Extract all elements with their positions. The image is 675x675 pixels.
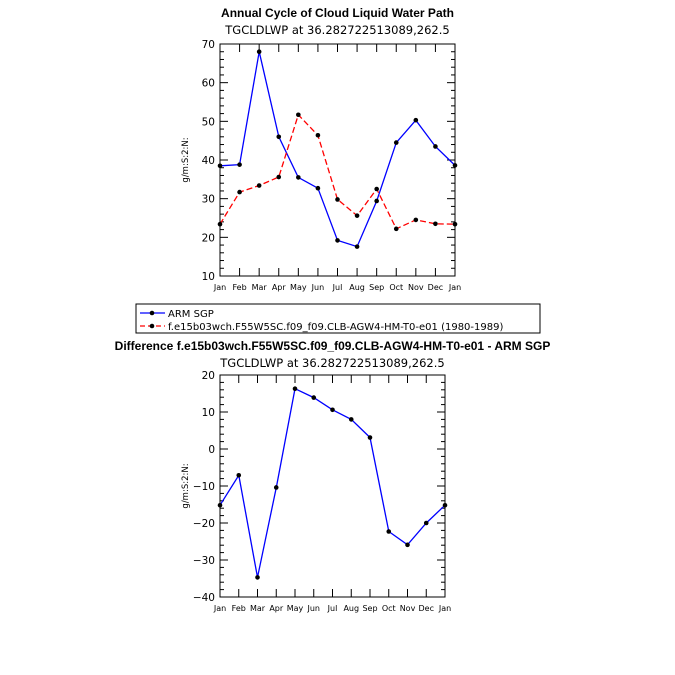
data-point — [315, 132, 321, 138]
data-point — [256, 49, 262, 55]
y-tick-label: 60 — [202, 78, 215, 90]
y-axis-label: g/m:S:2:N: — [181, 463, 191, 508]
x-tick-label: Aug — [349, 283, 365, 292]
data-point — [217, 502, 223, 508]
x-tick-label: Mar — [250, 604, 266, 613]
x-tick-label: Jan — [438, 604, 451, 613]
x-tick-label: Jan — [213, 604, 226, 613]
x-tick-label: Feb — [232, 283, 246, 292]
data-point — [393, 140, 399, 145]
data-point — [405, 542, 410, 548]
series-line-1 — [219, 113, 456, 230]
x-tick-label: Oct — [382, 604, 396, 613]
y-tick-label: 10 — [202, 407, 215, 419]
data-point — [217, 221, 223, 227]
x-tick-label: Jan — [213, 283, 226, 292]
y-tick-label: 50 — [202, 116, 215, 128]
data-point — [374, 186, 379, 192]
data-point — [386, 529, 392, 534]
data-point — [296, 175, 301, 180]
data-point — [452, 221, 458, 227]
data-point — [237, 189, 242, 195]
data-point — [374, 198, 379, 204]
y-tick-label: 70 — [202, 39, 215, 51]
x-tick-label: Dec — [419, 604, 434, 613]
x-tick-label: Jul — [332, 283, 343, 292]
y-tick-label: −30 — [193, 555, 215, 567]
x-tick-label: Jun — [307, 604, 321, 613]
x-tick-label: Apr — [272, 283, 287, 292]
chart-title: Annual Cycle of Cloud Liquid Water Path — [221, 6, 454, 20]
x-tick-label: Sep — [369, 283, 384, 292]
x-tick-label: Apr — [269, 604, 284, 613]
x-tick-label: Oct — [389, 283, 403, 292]
legend-marker — [149, 323, 155, 329]
y-tick-label: 0 — [208, 444, 215, 456]
data-point — [442, 502, 448, 508]
y-tick-label: −20 — [193, 518, 215, 530]
data-point — [335, 238, 340, 243]
data-point — [255, 575, 260, 580]
y-axis-label: g/m:S:2:N: — [181, 137, 191, 182]
x-tick-label: Jan — [448, 283, 461, 292]
data-point — [452, 163, 458, 168]
data-point — [256, 183, 262, 188]
data-point — [236, 472, 242, 478]
data-point — [335, 197, 340, 202]
x-tick-label: Jul — [327, 604, 338, 613]
data-point — [393, 226, 399, 232]
data-point — [354, 244, 360, 249]
data-point — [413, 117, 419, 123]
chart-title: Difference f.e15b03wch.F55W5SC.f09_f09.C… — [115, 339, 551, 353]
series-line-0 — [219, 387, 446, 578]
data-point — [330, 407, 335, 413]
legend-entry-label: ARM SGP — [168, 309, 214, 320]
x-tick-label: Feb — [232, 604, 246, 613]
x-tick-label: May — [287, 604, 304, 613]
data-point — [276, 134, 282, 140]
chart-subtitle: TGCLDLWP at 36.282722513089,262.5 — [224, 23, 449, 37]
data-point — [348, 417, 354, 422]
data-point — [276, 174, 282, 180]
data-point — [367, 435, 373, 440]
x-tick-label: Nov — [400, 604, 416, 613]
y-tick-label: −40 — [193, 592, 215, 604]
data-point — [296, 112, 301, 118]
x-tick-label: May — [290, 283, 307, 292]
data-point — [354, 213, 360, 218]
legend-marker — [149, 310, 155, 316]
y-tick-label: 30 — [202, 194, 215, 206]
x-tick-label: Jun — [311, 283, 325, 292]
data-point — [413, 217, 419, 223]
legend-entry-label: f.e15b03wch.F55W5SC.f09_f09.CLB-AGW4-HM-… — [168, 322, 503, 333]
x-tick-label: Mar — [252, 283, 268, 292]
data-point — [311, 395, 317, 400]
data-point — [433, 144, 438, 149]
y-tick-label: 40 — [202, 155, 215, 167]
legend: ARM SGP f.e15b03wch.F55W5SC.f09_f09.CLB-A… — [135, 303, 541, 334]
y-tick-label: 20 — [202, 370, 215, 382]
data-point — [237, 162, 242, 167]
legend-box — [135, 303, 541, 334]
x-tick-label: Dec — [428, 283, 443, 292]
data-point — [273, 485, 279, 490]
chart-annual-cycle: Annual Cycle of Cloud Liquid Water Path T… — [181, 6, 461, 292]
data-point — [217, 163, 223, 169]
data-point — [315, 185, 321, 191]
chart-subtitle: TGCLDLWP at 36.282722513089,262.5 — [219, 356, 444, 370]
data-point — [423, 520, 429, 526]
x-tick-label: Nov — [408, 283, 424, 292]
y-tick-label: 10 — [202, 271, 215, 283]
data-point — [292, 386, 298, 391]
x-tick-label: Sep — [362, 604, 377, 613]
y-tick-label: −10 — [193, 481, 215, 493]
y-tick-label: 20 — [202, 232, 215, 244]
x-tick-label: Aug — [343, 604, 359, 613]
chart-difference: Difference f.e15b03wch.F55W5SC.f09_f09.C… — [115, 339, 551, 613]
series-line-0 — [219, 51, 456, 248]
data-point — [433, 221, 438, 227]
